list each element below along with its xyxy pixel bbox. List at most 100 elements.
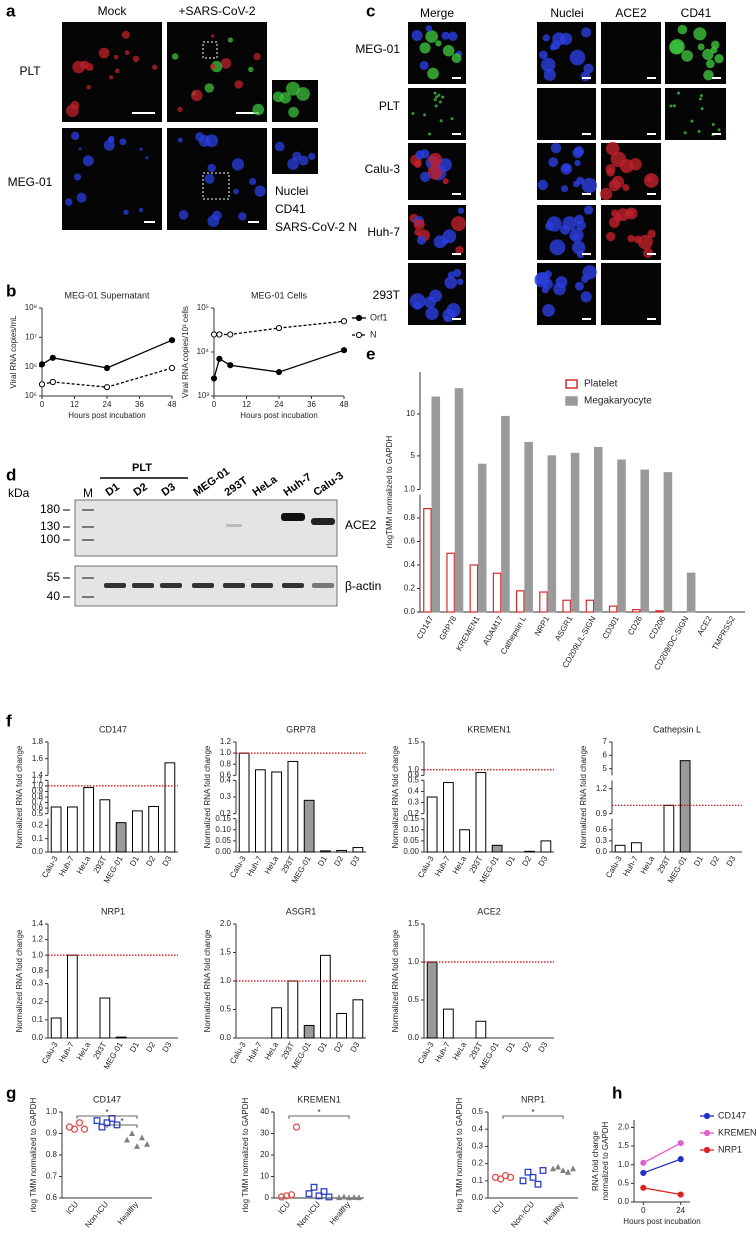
bar <box>336 1012 347 1039</box>
bar <box>320 954 331 1039</box>
y-tick-label: 5 <box>603 764 608 773</box>
point <box>565 1168 571 1175</box>
lane-label: D2 <box>132 481 150 499</box>
x-tick-label: 0 <box>641 1206 646 1215</box>
y-tick-label: 1.5 <box>408 919 420 928</box>
bar <box>238 752 250 853</box>
cell <box>427 164 443 180</box>
x-tick-label: D2 <box>144 1040 157 1054</box>
blot-band <box>282 583 304 588</box>
point <box>496 1175 505 1183</box>
y-tick-label: 0.2 <box>472 1159 484 1168</box>
panel-label: a <box>6 1 16 20</box>
cell <box>233 188 239 195</box>
point <box>216 355 223 362</box>
chart-title: ASGR1 <box>286 906 317 916</box>
x-tick-label: Non-ICU <box>509 1200 536 1230</box>
y-tick-label: 1.0 <box>32 950 44 959</box>
cell <box>611 175 625 189</box>
row-header: MEG-01 <box>8 175 53 189</box>
bar <box>585 599 595 613</box>
chart-title: NRP1 <box>101 906 125 916</box>
y-tick-label: 0.1 <box>32 1015 44 1024</box>
y-tick-label: 0.0 <box>618 1197 630 1206</box>
y-tick-label: 0.7 <box>46 1172 58 1181</box>
y-tick-label: 0.00 <box>215 847 231 856</box>
row-header: PLT <box>19 64 41 78</box>
y-axis-label: Normalized RNA fold change <box>15 929 24 1032</box>
cell <box>80 60 89 70</box>
cell <box>677 24 688 35</box>
chart: 0.0 0.5 1.0 1.5 2.0 RNA fold change normalized… <box>591 1110 756 1226</box>
y-tick-label: 0.7 <box>32 798 44 807</box>
panel-label: c <box>366 1 375 20</box>
x-tick-label: Huh-7 <box>433 854 452 878</box>
micrograph <box>665 88 726 140</box>
cell <box>673 104 677 108</box>
series-line <box>643 1142 681 1164</box>
cell <box>113 54 119 60</box>
cell <box>98 47 110 59</box>
cell <box>439 119 443 123</box>
bar <box>663 472 673 613</box>
y-tick-label: 0.3 <box>32 979 44 988</box>
y-tick-label: 10 <box>406 409 415 418</box>
stain-legend: Nuclei <box>275 184 308 198</box>
x-tick-label: 36 <box>307 400 316 409</box>
cell <box>308 152 316 161</box>
y-axis-label: normalized to GAPDH <box>601 1121 610 1200</box>
point <box>640 1169 647 1177</box>
bar <box>608 605 618 613</box>
cell <box>438 100 442 104</box>
legend-marker <box>703 1112 711 1120</box>
y-tick-label: 0.5 <box>220 1005 232 1014</box>
x-tick-label: 48 <box>340 400 349 409</box>
ladder-label: M <box>83 486 93 500</box>
cell <box>66 104 79 117</box>
x-tick-label: HeLa <box>263 854 281 876</box>
legend-marker <box>355 331 363 339</box>
bar <box>443 1008 454 1039</box>
x-tick-label: D3 <box>537 1040 550 1054</box>
band-label: β-actin <box>345 579 381 593</box>
cell <box>457 207 465 214</box>
row-header: Calu-3 <box>365 162 401 176</box>
point <box>346 1194 352 1201</box>
bar <box>631 842 642 853</box>
y-tick-label: 0.2 <box>404 584 416 593</box>
point <box>640 1159 647 1166</box>
cell <box>441 31 450 40</box>
bar <box>50 1017 62 1039</box>
cell <box>629 158 642 171</box>
cell <box>138 207 144 213</box>
point <box>519 1177 527 1185</box>
cell <box>669 104 673 108</box>
blot-band <box>192 583 214 588</box>
cell <box>210 34 215 38</box>
chart: GRP78 0.00 0.05 0.10 0.150.2 0.3 0.40.6 0.8 1.0 1… <box>203 724 366 885</box>
cell <box>450 117 454 121</box>
point <box>677 1140 684 1147</box>
bar <box>524 850 535 853</box>
x-tick-label: 24 <box>103 400 112 409</box>
cell <box>693 27 707 41</box>
bar <box>540 840 552 853</box>
bar <box>99 997 111 1039</box>
x-tick-label: HeLa <box>451 1040 469 1062</box>
bar <box>443 782 454 853</box>
cell <box>606 168 615 177</box>
point <box>210 375 218 382</box>
cell <box>583 63 594 74</box>
y-tick-label: 0.2 <box>220 809 232 818</box>
y-tick-label: 0.8 <box>32 966 44 975</box>
blot-band <box>311 518 335 525</box>
cell <box>415 150 425 160</box>
y-tick-label: 40 <box>260 1107 269 1116</box>
y-tick-label: 1.0 <box>404 485 416 494</box>
y-tick-label: 0.15 <box>403 814 419 823</box>
blot-band <box>160 583 182 588</box>
cell <box>252 103 265 116</box>
x-tick-label: D3 <box>349 854 362 868</box>
point <box>275 324 283 332</box>
cell <box>600 187 613 201</box>
